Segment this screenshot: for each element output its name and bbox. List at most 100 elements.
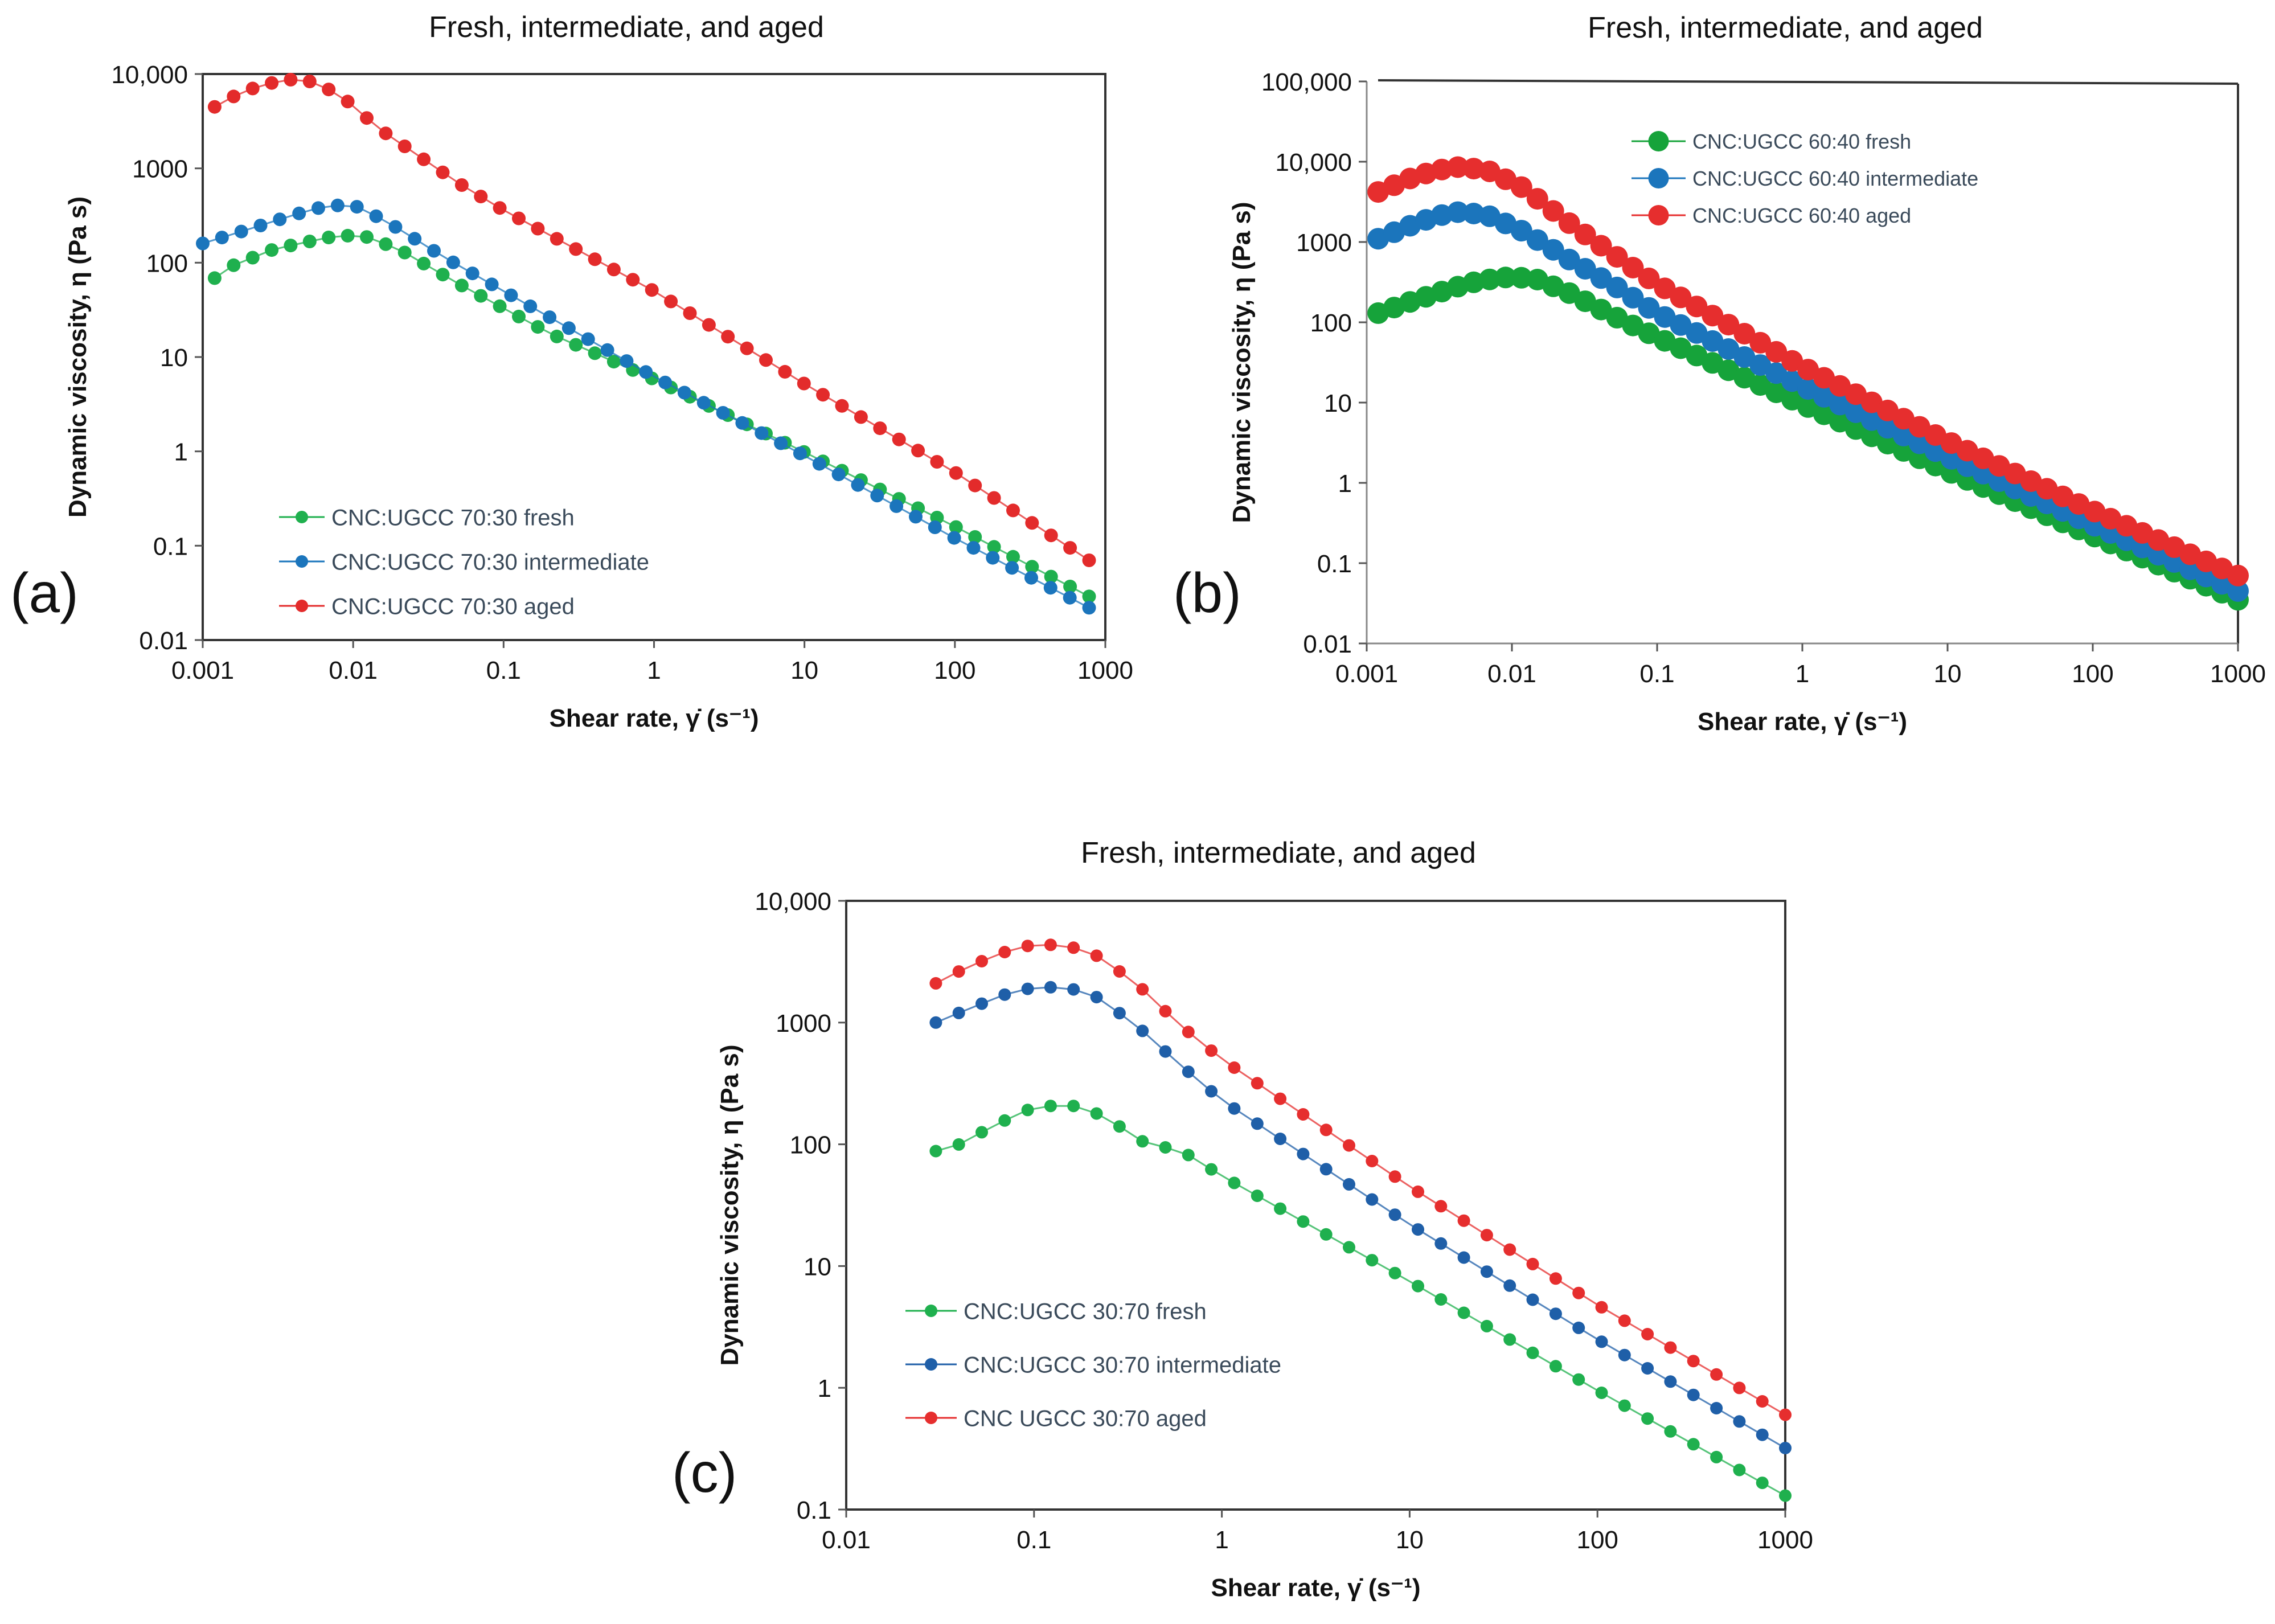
data-point <box>1063 590 1077 605</box>
data-point <box>253 219 268 232</box>
data-point <box>523 299 538 313</box>
data-point <box>1829 375 1851 397</box>
data-point <box>1710 1402 1723 1414</box>
data-point <box>1343 1241 1355 1254</box>
data-point <box>835 399 849 413</box>
data-point <box>493 299 507 313</box>
data-point <box>1494 266 1516 289</box>
legend-marker <box>296 600 308 612</box>
data-point <box>998 1114 1011 1127</box>
legend-marker <box>296 511 308 523</box>
data-point <box>1044 569 1058 584</box>
data-point <box>1618 1399 1631 1412</box>
y-tick-label: 10 <box>1324 389 1352 417</box>
data-point <box>1622 257 1644 278</box>
data-point <box>581 332 595 346</box>
data-point <box>265 76 279 90</box>
data-point <box>1717 338 1740 360</box>
y-tick-label: 1000 <box>776 1010 831 1037</box>
data-point <box>1510 220 1532 242</box>
data-point <box>1526 1257 1539 1270</box>
data-point <box>1159 1045 1172 1058</box>
data-point <box>1021 982 1034 995</box>
data-point <box>1638 297 1660 319</box>
data-point <box>1503 1243 1516 1256</box>
data-point <box>1756 1428 1769 1441</box>
data-point <box>1572 1373 1585 1386</box>
x-tick-label: 1 <box>647 657 661 684</box>
x-tick-label: 0.01 <box>329 657 378 684</box>
series-2 <box>1367 156 2249 587</box>
data-point <box>812 457 826 471</box>
data-point <box>485 277 499 292</box>
series-line <box>214 79 1090 561</box>
data-point <box>341 95 355 109</box>
data-point <box>227 258 241 272</box>
data-point <box>1779 1489 1792 1502</box>
data-point <box>1549 1360 1562 1373</box>
data-point <box>998 988 1011 1001</box>
data-point <box>1366 1155 1379 1167</box>
data-point <box>952 1138 965 1151</box>
data-point <box>873 421 887 436</box>
data-point <box>1067 941 1080 954</box>
data-point <box>755 426 769 440</box>
data-point <box>1082 589 1096 604</box>
data-point <box>1542 239 1564 261</box>
data-point <box>1480 1265 1493 1278</box>
data-point <box>1228 1102 1241 1115</box>
data-point <box>929 1145 942 1158</box>
data-point <box>966 541 981 555</box>
legend-marker <box>925 1358 937 1371</box>
data-point <box>1366 1254 1379 1267</box>
data-point <box>1618 1348 1631 1361</box>
data-point <box>1618 1314 1631 1327</box>
data-point <box>968 530 982 544</box>
data-point <box>683 306 697 320</box>
data-point <box>1434 1200 1448 1213</box>
data-point <box>569 242 583 256</box>
data-point <box>322 83 336 97</box>
data-point <box>1572 1321 1585 1334</box>
legend-marker <box>1648 205 1669 225</box>
data-point <box>1434 1237 1448 1250</box>
data-point <box>360 230 374 244</box>
y-tick-label: 10,000 <box>1275 149 1352 177</box>
plot-area <box>845 900 1786 1511</box>
data-point <box>1664 1425 1677 1438</box>
data-point <box>987 491 1001 505</box>
x-tick-label: 1 <box>1215 1526 1228 1554</box>
data-point <box>1558 212 1580 234</box>
data-point <box>1670 286 1692 309</box>
y-tick-label: 1000 <box>132 155 188 183</box>
data-point <box>1159 1004 1172 1018</box>
x-axis-label: Shear rate, γ̇ (s⁻¹) <box>549 704 759 732</box>
data-point <box>1478 268 1501 290</box>
data-point <box>1765 341 1788 363</box>
data-point <box>234 224 248 239</box>
data-point <box>227 89 241 104</box>
data-point <box>1670 314 1692 336</box>
data-point <box>1664 1341 1677 1354</box>
y-tick-label: 10,000 <box>755 888 831 916</box>
data-point <box>1749 331 1772 354</box>
data-point <box>1462 203 1485 224</box>
legend-label: CNC:UGCC 60:40 fresh <box>1692 130 1911 153</box>
data-point <box>1595 1335 1608 1348</box>
data-point <box>1654 277 1676 300</box>
data-point <box>417 256 431 270</box>
data-point <box>436 165 450 179</box>
data-point <box>716 406 730 420</box>
chart-panel-c: Fresh, intermediate, and aged(c)0.01 0.1 1… <box>672 836 1813 1602</box>
data-point <box>1447 201 1469 223</box>
data-point <box>1733 1415 1746 1428</box>
data-point <box>1664 1375 1677 1388</box>
data-point <box>1549 1307 1562 1320</box>
data-point <box>759 353 773 367</box>
series-2 <box>207 72 1096 567</box>
data-point <box>1274 1092 1287 1105</box>
plot-top-border <box>1378 79 2239 85</box>
series-0 <box>1367 266 2249 611</box>
data-point <box>1205 1085 1218 1098</box>
